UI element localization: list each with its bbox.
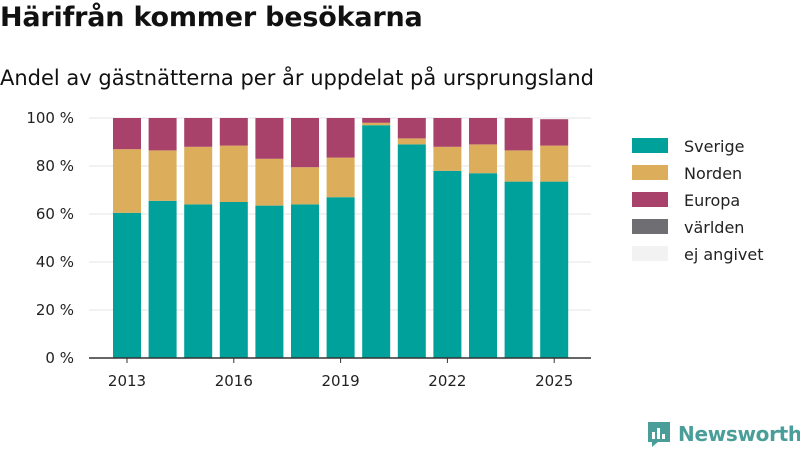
bar-segment	[148, 118, 177, 151]
bar-segment	[469, 118, 497, 145]
bar-segment	[184, 146, 213, 205]
legend-swatch	[632, 246, 668, 261]
legend-label: ej angivet	[684, 245, 764, 264]
bar-segment	[113, 212, 141, 358]
legend-swatch	[632, 192, 668, 207]
bar-segment	[362, 125, 391, 358]
bar-segment	[255, 158, 284, 206]
newsworthy-logo: Newsworthy	[646, 420, 800, 448]
y-tick-label: 60 %	[36, 205, 74, 223]
bar-segment	[326, 157, 355, 198]
bar-segment	[148, 200, 177, 358]
bar-segment	[397, 144, 426, 358]
brand-name: Newsworthy	[678, 422, 800, 446]
bar-segment	[291, 118, 319, 168]
bar-segment	[326, 197, 355, 358]
legend-label: Sverige	[684, 137, 745, 156]
bar-segment	[433, 170, 462, 358]
bar-segment	[469, 144, 497, 174]
bar-segment	[433, 118, 462, 147]
legend-label: Norden	[684, 164, 742, 183]
bar-segment	[219, 145, 248, 202]
y-tick-label: 40 %	[36, 253, 74, 271]
bar-segment	[362, 118, 391, 123]
bar-segment	[540, 145, 569, 182]
legend-swatch	[632, 165, 668, 180]
newsworthy-icon	[648, 422, 670, 447]
bar-segment	[291, 204, 319, 358]
bar-segment	[504, 118, 533, 151]
legend-swatch	[632, 219, 668, 234]
bar-segment	[291, 167, 319, 205]
bar-segment	[219, 202, 248, 358]
x-tick-label: 2016	[215, 372, 253, 390]
bar-segment	[433, 146, 462, 171]
y-tick-label: 100 %	[26, 109, 74, 127]
axes: 0 % 20 % 40 % 60 % 80 % 100 % 2013 2016 2019 2022…	[26, 109, 591, 390]
bar-segment	[184, 118, 213, 147]
bar-segment	[184, 204, 213, 358]
y-tick-label: 0 %	[45, 349, 74, 367]
y-tick-label: 80 %	[36, 157, 74, 175]
bar-segment	[113, 149, 141, 213]
bar-segment	[113, 118, 141, 150]
x-tick-label: 2013	[108, 372, 146, 390]
x-tick-label: 2025	[535, 372, 573, 390]
bar-segment	[540, 119, 569, 146]
bar-segment	[362, 122, 391, 126]
y-tick-label: 20 %	[36, 301, 74, 319]
x-tick-label: 2019	[322, 372, 360, 390]
bar-segment	[504, 150, 533, 182]
bars	[113, 118, 569, 358]
bar-segment	[397, 118, 426, 139]
bar-segment	[469, 173, 497, 358]
bar-segment	[255, 205, 284, 358]
legend-swatch	[632, 138, 668, 153]
legend: Sverige Norden Europa världen ej angivet	[632, 137, 764, 264]
bar-segment	[326, 118, 355, 158]
bar-segment	[540, 181, 569, 358]
chart-subtitle: Andel av gästnätterna per år uppdelat på…	[0, 66, 594, 90]
bar-segment	[148, 150, 177, 201]
bar-segment	[255, 118, 284, 159]
bar-segment	[219, 118, 248, 146]
legend-label: Europa	[684, 191, 740, 210]
chart-title: Härifrån kommer besökarna	[0, 2, 423, 33]
bar-segment	[504, 181, 533, 358]
bar-segment	[397, 138, 426, 145]
x-tick-label: 2022	[428, 372, 466, 390]
legend-label: världen	[684, 218, 744, 237]
